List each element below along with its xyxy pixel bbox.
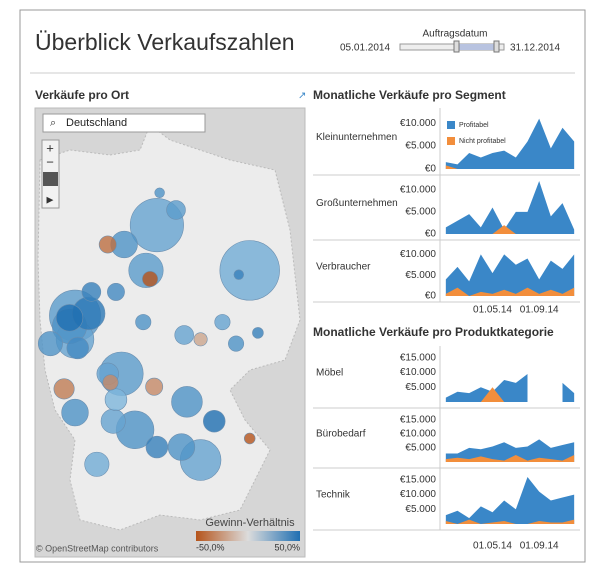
map-bubble [154, 187, 165, 198]
y-tick-label: €0 [425, 291, 437, 302]
legend-label: 50,0% [274, 542, 300, 552]
y-tick-label: €15.000 [400, 475, 437, 486]
y-tick-label: €0 [425, 164, 437, 175]
y-tick-label: €5.000 [405, 504, 436, 515]
map-bubble [243, 432, 256, 445]
area [445, 225, 575, 234]
area [445, 287, 575, 296]
map-bubble [104, 388, 128, 411]
y-tick-label: €0 [425, 229, 437, 240]
slider-range [456, 44, 496, 50]
export-icon[interactable]: ↗ [298, 91, 306, 102]
area [445, 254, 575, 296]
map-bubble [233, 269, 244, 280]
map-bubble [55, 304, 84, 332]
map-bubble [100, 408, 126, 434]
panel-label: Großunternehmen [316, 198, 398, 209]
area [445, 476, 575, 524]
map-bubble [203, 410, 226, 433]
map-bubble [145, 435, 169, 459]
y-tick-label: €10.000 [400, 184, 437, 195]
map-bubble [142, 270, 159, 287]
chart-title: Monatliche Verkäufe pro Produktkategorie [313, 325, 554, 339]
play-button[interactable]: ▶ [47, 194, 54, 204]
search-box[interactable] [42, 113, 206, 133]
chart-title: Monatliche Verkäufe pro Segment [313, 88, 506, 102]
map-bubble [252, 327, 264, 339]
y-tick-label: €10.000 [400, 428, 437, 439]
map-bubble [167, 433, 196, 461]
map-bubble [219, 240, 280, 301]
x-tick-label: 01.09.14 [520, 305, 559, 316]
search-icon: ⌕ [50, 117, 56, 129]
map-bubble [37, 331, 63, 357]
zoom-out[interactable]: − [46, 154, 54, 169]
panel-label: Technik [316, 490, 351, 501]
y-tick-label: €10.000 [400, 367, 437, 378]
map-bubble [174, 325, 194, 345]
legend-swatch [447, 137, 455, 145]
map-bubble [61, 398, 89, 427]
area [445, 519, 575, 524]
color-legend [196, 531, 300, 541]
map [35, 108, 305, 557]
zoom-in[interactable]: + [46, 140, 54, 155]
slider-handle[interactable] [453, 40, 460, 53]
panel-label: Möbel [316, 368, 343, 379]
map-bubble [98, 235, 117, 254]
area [445, 181, 575, 234]
map-bubble [84, 451, 110, 477]
page-title: Überblick Verkaufszahlen [35, 29, 295, 55]
map-bubble [166, 200, 186, 220]
y-tick-label: €15.000 [400, 414, 437, 425]
legend-swatch [447, 121, 455, 129]
area [445, 439, 575, 462]
legend-label: -50,0% [196, 542, 225, 552]
search-text: Deutschland [66, 117, 127, 129]
pin-button[interactable] [43, 172, 58, 186]
filter-start: 05.01.2014 [340, 43, 390, 54]
y-tick-label: €5.000 [405, 141, 436, 152]
legend-title: Gewinn-Verhältnis [205, 517, 295, 529]
area [445, 374, 575, 402]
y-tick-label: €10.000 [400, 118, 437, 129]
map-bubble [228, 335, 245, 352]
y-tick-label: €5.000 [405, 443, 436, 454]
area [445, 118, 575, 169]
map-bubble [171, 386, 203, 418]
legend-label: Nicht profitabel [459, 138, 506, 145]
y-tick-label: €15.000 [400, 353, 437, 364]
map-bubble [81, 282, 102, 302]
filter-end: 31.12.2014 [510, 43, 560, 54]
x-tick-label: 01.05.14 [473, 541, 512, 552]
filter-label: Auftragsdatum [422, 29, 487, 40]
legend-label: Profitabel [459, 122, 489, 129]
y-tick-label: €5.000 [405, 207, 436, 218]
y-tick-label: €5.000 [405, 382, 436, 393]
map-bubble [135, 314, 152, 331]
y-tick-label: €10.000 [400, 249, 437, 260]
map-title: Verkäufe pro Ort [35, 88, 129, 102]
map-bubble [66, 336, 89, 360]
map-frame [34, 107, 306, 558]
map-bubble [107, 282, 125, 301]
map-bubble [214, 314, 231, 331]
y-tick-label: €5.000 [405, 270, 436, 281]
x-tick-label: 01.05.14 [473, 305, 512, 316]
map-bubble [53, 378, 75, 400]
x-tick-label: 01.09.14 [520, 541, 559, 552]
panel-label: Verbraucher [316, 262, 371, 273]
panel-label: Kleinunternehmen [316, 132, 397, 143]
panel-label: Bürobedarf [316, 429, 366, 440]
slider-handle[interactable] [493, 40, 500, 53]
map-bubble [193, 332, 208, 347]
y-tick-label: €10.000 [400, 489, 437, 500]
map-bubble [102, 374, 119, 391]
map-bubble [145, 377, 164, 396]
slider-track[interactable] [399, 43, 505, 51]
attribution: © OpenStreetMap contributors [36, 543, 159, 553]
area [445, 454, 575, 462]
